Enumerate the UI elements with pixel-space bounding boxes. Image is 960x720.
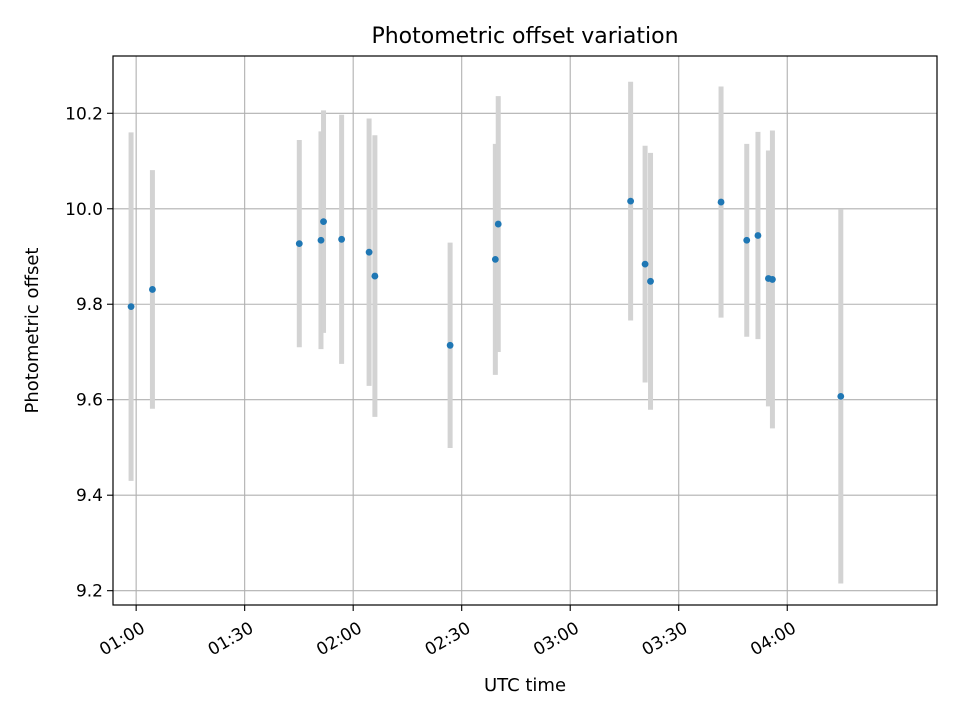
data-point (641, 260, 649, 268)
data-point (837, 392, 845, 400)
data-points (127, 197, 845, 400)
y-axis-label: Photometric offset (22, 248, 43, 414)
data-point (371, 272, 379, 280)
data-point (317, 236, 325, 244)
y-tick-label: 9.8 (76, 295, 103, 315)
y-tick-label: 9.6 (76, 391, 103, 411)
data-point (627, 197, 635, 205)
data-point (149, 286, 156, 293)
data-point (491, 255, 499, 263)
data-point (338, 235, 346, 243)
data-point (743, 236, 751, 244)
x-axis-label: UTC time (484, 675, 566, 696)
y-tick-label: 10.0 (65, 200, 103, 220)
data-point (647, 277, 654, 285)
data-point (320, 218, 327, 226)
data-point (769, 276, 776, 283)
data-point (494, 220, 502, 228)
axes-frame (112, 55, 938, 606)
chart-title: Photometric offset variation (371, 24, 678, 49)
y-axis-ticks: 9.2 9.4 9.6 9.8 10.0 10.2 (65, 104, 113, 602)
data-point (717, 198, 725, 206)
y-tick-label: 9.4 (76, 486, 103, 506)
data-point (127, 303, 135, 311)
data-point (365, 248, 373, 256)
data-point (754, 232, 762, 239)
y-tick-label: 10.2 (65, 104, 103, 124)
data-point (295, 240, 303, 248)
data-point (446, 341, 454, 349)
y-tick-label: 9.2 (76, 582, 103, 602)
grid-lines (113, 56, 937, 605)
